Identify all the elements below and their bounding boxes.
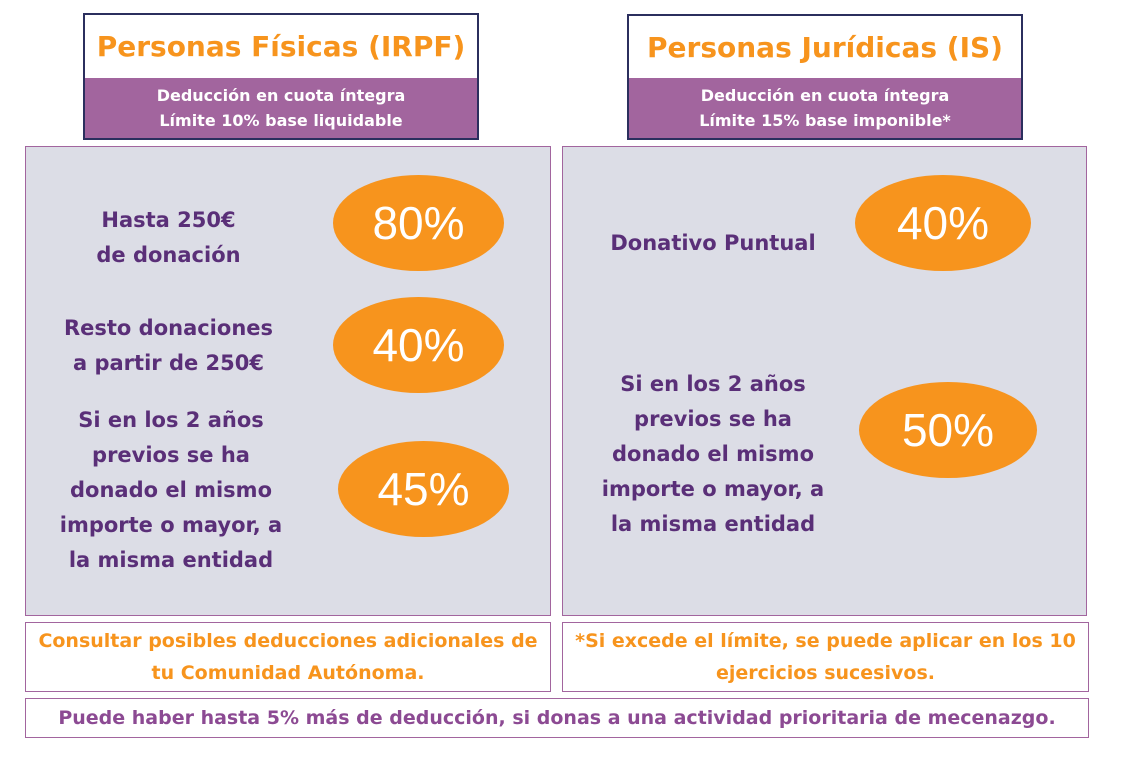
- label-line: previos se ha: [92, 442, 250, 467]
- irpf-title: Personas Físicas (IRPF): [96, 29, 466, 63]
- is-row-1-percentage: 40%: [855, 175, 1031, 271]
- irpf-subtitle: Deducción en cuota íntegra Límite 10% ba…: [85, 78, 477, 138]
- is-subtitle-line2: Límite 15% base imponible*: [699, 111, 951, 130]
- label-line: donado el mismo: [70, 477, 272, 502]
- irpf-row-1-label: Hasta 250€ de donación: [46, 202, 291, 274]
- label-line: la misma entidad: [68, 547, 274, 572]
- irpf-row-3-label: Si en los 2 años previos se ha donado el…: [31, 401, 311, 579]
- irpf-note: Consultar posibles deducciones adicional…: [25, 622, 551, 692]
- label-line: importe o mayor, a: [59, 512, 283, 537]
- irpf-panel: Hasta 250€ de donación 80% Resto donacio…: [25, 146, 551, 616]
- irpf-note-line2: tu Comunidad Autónoma.: [151, 662, 425, 684]
- label-line: importe o mayor, a: [601, 476, 825, 501]
- is-note-line2: ejercicios sucesivos.: [716, 662, 935, 684]
- is-note-line1: *Si excede el límite, se puede aplicar e…: [575, 630, 1076, 652]
- label-line: donado el mismo: [612, 441, 814, 466]
- irpf-row-1-percentage: 80%: [333, 175, 504, 271]
- is-header: Personas Jurídicas (IS) Deducción en cuo…: [627, 14, 1023, 140]
- is-note: *Si excede el límite, se puede aplicar e…: [562, 622, 1089, 692]
- is-title: Personas Jurídicas (IS): [647, 30, 1003, 64]
- is-row-1-label: Donativo Puntual: [583, 225, 843, 261]
- irpf-subtitle-line1: Deducción en cuota íntegra: [156, 86, 406, 105]
- label-line: a partir de 250€: [73, 351, 264, 375]
- label-line: de donación: [96, 243, 241, 267]
- mecenazgo-note: Puede haber hasta 5% más de deducción, s…: [25, 698, 1089, 738]
- is-subtitle-line1: Deducción en cuota íntegra: [700, 86, 950, 105]
- is-row-2-label: Si en los 2 años previos se ha donado el…: [578, 365, 848, 543]
- irpf-row-2-label: Resto donaciones a partir de 250€: [36, 310, 301, 382]
- is-panel: Donativo Puntual 40% Si en los 2 años pr…: [562, 146, 1087, 616]
- label-line: Hasta 250€: [101, 208, 236, 232]
- label-line: Donativo Puntual: [610, 230, 816, 255]
- irpf-row-2-percentage: 40%: [333, 297, 504, 393]
- is-row-2-percentage: 50%: [859, 382, 1037, 478]
- is-subtitle: Deducción en cuota íntegra Límite 15% ba…: [629, 78, 1021, 138]
- irpf-row-3-percentage: 45%: [338, 441, 509, 537]
- label-line: Si en los 2 años: [78, 407, 264, 432]
- label-line: Resto donaciones: [63, 316, 274, 340]
- irpf-note-line1: Consultar posibles deducciones adicional…: [38, 630, 538, 652]
- label-line: previos se ha: [634, 406, 792, 431]
- irpf-header: Personas Físicas (IRPF) Deducción en cuo…: [83, 13, 479, 140]
- label-line: Si en los 2 años: [620, 371, 806, 396]
- irpf-subtitle-line2: Límite 10% base liquidable: [159, 111, 403, 130]
- label-line: la misma entidad: [610, 511, 816, 536]
